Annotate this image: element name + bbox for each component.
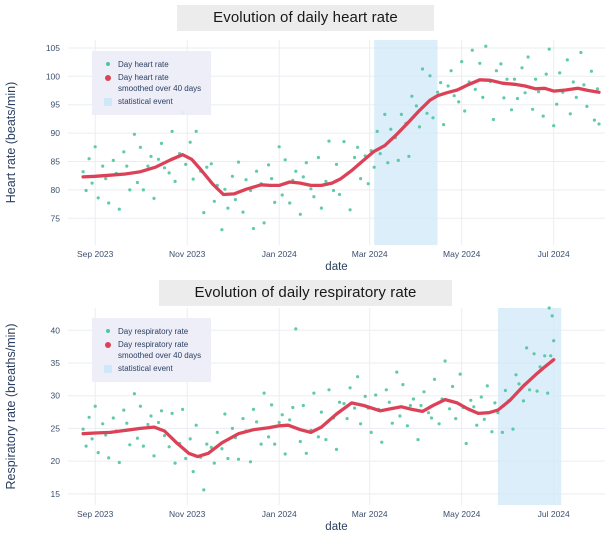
x-tick-label: May 2024 — [443, 509, 481, 519]
line-marker-icon — [98, 72, 118, 81]
scatter-marker-icon — [98, 326, 118, 333]
heart-rate-plot-area[interactable]: Sep 2023 Nov 2023 Jan 2024 Mar 2024 May 2024… — [0, 0, 611, 275]
y-tick-label: 20 — [51, 456, 61, 466]
y-tick-label: 30 — [51, 391, 61, 401]
statistical-event-band — [374, 40, 438, 245]
x-tick-label: Mar 2024 — [352, 509, 388, 519]
heart-rate-chart-title: Evolution of daily heart rate — [177, 5, 434, 31]
day-value-scatter-points[interactable] — [81, 306, 556, 492]
y-axis-title: Heart rate (beats/min) — [4, 82, 18, 204]
x-tick-label: Mar 2024 — [352, 249, 388, 259]
x-tick-label: Sep 2023 — [77, 249, 114, 259]
y-tick-label: 100 — [46, 71, 60, 81]
x-tick-label: Nov 2023 — [169, 249, 206, 259]
legend-item-smoothed-respiratory-rate[interactable]: Day respiratory rate smoothed over 40 da… — [98, 339, 201, 362]
x-tick-label: Nov 2023 — [169, 509, 206, 519]
y-tick-label: 80 — [51, 185, 61, 195]
x-tick-label: Jul 2024 — [538, 509, 570, 519]
x-axis-title: date — [325, 521, 347, 533]
respiratory-rate-chart-title: Evolution of daily respiratory rate — [158, 280, 453, 306]
legend-item-day-respiratory-rate[interactable]: Day respiratory rate — [98, 326, 201, 338]
x-tick-label: May 2024 — [443, 249, 481, 259]
x-tick-label: Jan 2024 — [262, 509, 297, 519]
x-axis-title: date — [325, 261, 347, 273]
y-tick-label: 40 — [51, 325, 61, 335]
y-tick-label: 35 — [51, 358, 61, 368]
smoothed-line[interactable] — [81, 358, 556, 459]
respiratory-rate-legend[interactable]: Day respiratory rate Day respiratory rat… — [92, 318, 212, 383]
x-tick-label: Jan 2024 — [262, 249, 297, 259]
statistical-event-band — [497, 308, 562, 505]
legend-item-day-heart-rate[interactable]: Day heart rate — [98, 59, 201, 71]
gridlines — [68, 40, 605, 245]
x-tick-label: Jul 2024 — [538, 249, 570, 259]
smoothed-line[interactable] — [81, 78, 601, 197]
y-tick-label: 85 — [51, 157, 61, 167]
y-tick-label: 90 — [51, 128, 61, 138]
y-tick-label: 75 — [51, 213, 61, 223]
band-marker-icon — [98, 96, 118, 106]
scatter-marker-icon — [98, 59, 118, 66]
heart-rate-title-row: Evolution of daily heart rate — [0, 5, 611, 31]
x-tick-label: Sep 2023 — [77, 509, 114, 519]
legend-item-statistical-event[interactable]: statistical event — [98, 96, 201, 108]
y-tick-label: 25 — [51, 423, 61, 433]
legend-item-smoothed-heart-rate[interactable]: Day heart rate smoothed over 40 days — [98, 72, 201, 95]
legend-item-statistical-event[interactable]: statistical event — [98, 363, 201, 375]
y-axis-title: Respiratory rate (breaths/min) — [4, 323, 18, 489]
band-marker-icon — [98, 363, 118, 373]
y-tick-label: 105 — [46, 43, 60, 53]
heart-rate-legend[interactable]: Day heart rate Day heart rate smoothed o… — [92, 51, 212, 116]
respiratory-rate-title-row: Evolution of daily respiratory rate — [0, 280, 611, 306]
y-tick-label: 15 — [51, 489, 61, 499]
line-marker-icon — [98, 339, 118, 348]
y-tick-label: 95 — [51, 100, 61, 110]
